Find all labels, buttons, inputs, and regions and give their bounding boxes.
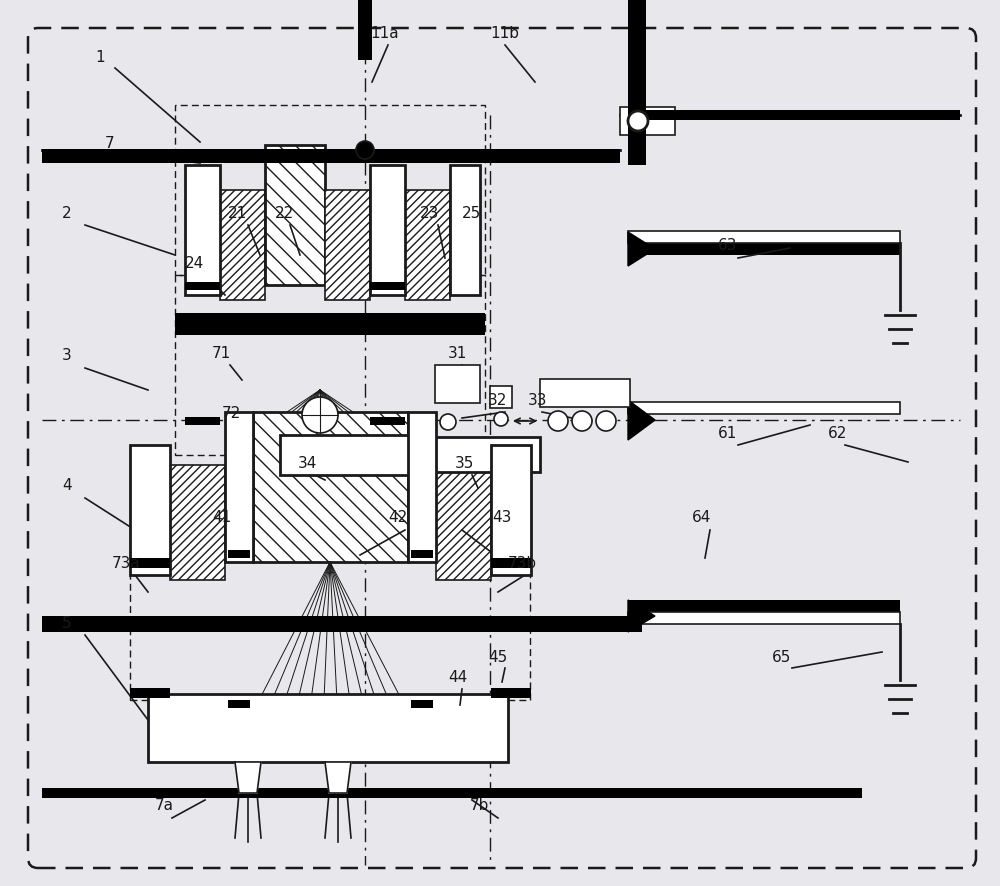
Polygon shape xyxy=(628,600,655,632)
Bar xyxy=(42,616,642,632)
Text: 45: 45 xyxy=(488,650,507,665)
Bar xyxy=(491,688,531,698)
Bar xyxy=(220,190,265,300)
Text: 7b: 7b xyxy=(470,798,489,813)
Bar xyxy=(185,282,220,290)
Circle shape xyxy=(596,411,616,431)
Bar xyxy=(130,525,530,700)
Polygon shape xyxy=(235,762,261,793)
Bar xyxy=(185,165,220,295)
Text: 41: 41 xyxy=(212,510,231,525)
Text: 63: 63 xyxy=(718,238,738,253)
Circle shape xyxy=(572,411,592,431)
Text: 72: 72 xyxy=(222,406,241,421)
Text: 42: 42 xyxy=(388,510,407,525)
Text: 43: 43 xyxy=(492,510,511,525)
Bar xyxy=(130,445,170,575)
Bar xyxy=(42,149,620,163)
Text: 73a: 73a xyxy=(112,556,141,571)
Bar xyxy=(175,313,485,335)
Text: 62: 62 xyxy=(828,426,847,441)
Circle shape xyxy=(494,412,508,426)
Text: 64: 64 xyxy=(692,510,711,525)
Circle shape xyxy=(628,111,648,131)
Polygon shape xyxy=(628,400,655,440)
Bar xyxy=(42,788,862,798)
Bar xyxy=(325,190,370,300)
Bar xyxy=(185,417,220,425)
Bar xyxy=(411,550,433,558)
Bar xyxy=(265,145,325,285)
Circle shape xyxy=(302,397,338,433)
Circle shape xyxy=(356,141,374,159)
Text: 61: 61 xyxy=(718,426,737,441)
Text: 1: 1 xyxy=(95,50,105,65)
Bar xyxy=(436,465,491,580)
Bar xyxy=(435,365,480,403)
Text: 35: 35 xyxy=(455,456,474,471)
Bar xyxy=(148,694,508,762)
Bar xyxy=(370,165,405,295)
Bar xyxy=(490,386,512,408)
Bar xyxy=(280,435,435,475)
Bar xyxy=(540,379,630,407)
Text: 5: 5 xyxy=(62,616,72,631)
Bar xyxy=(640,110,960,120)
Bar xyxy=(628,0,646,165)
Bar xyxy=(405,190,450,300)
Bar xyxy=(130,558,170,568)
Text: 25: 25 xyxy=(462,206,481,221)
Bar xyxy=(628,402,900,414)
Bar xyxy=(370,282,405,290)
Bar xyxy=(253,412,408,562)
Text: 2: 2 xyxy=(62,206,72,221)
Text: 23: 23 xyxy=(420,206,439,221)
Text: 11a: 11a xyxy=(370,26,399,41)
Bar xyxy=(491,558,531,568)
Bar xyxy=(411,700,433,708)
Polygon shape xyxy=(325,762,351,793)
Text: 31: 31 xyxy=(448,346,467,361)
Circle shape xyxy=(548,411,568,431)
Text: 24: 24 xyxy=(185,256,204,271)
Text: 3: 3 xyxy=(62,348,72,363)
Bar xyxy=(450,165,480,295)
Text: 11b: 11b xyxy=(490,26,519,41)
Bar xyxy=(358,0,372,60)
Bar xyxy=(228,700,250,708)
Bar xyxy=(628,231,900,243)
Bar xyxy=(130,688,170,698)
Text: 32: 32 xyxy=(488,393,507,408)
Bar xyxy=(370,417,405,425)
Bar xyxy=(175,275,485,455)
Text: 7a: 7a xyxy=(155,798,174,813)
Bar xyxy=(425,437,540,472)
Bar xyxy=(228,550,250,558)
Bar xyxy=(491,445,531,575)
Text: 73b: 73b xyxy=(508,556,537,571)
Bar xyxy=(225,412,253,562)
Bar xyxy=(628,243,900,255)
Bar xyxy=(408,412,436,562)
Text: 44: 44 xyxy=(448,670,467,685)
Polygon shape xyxy=(628,232,655,266)
Text: 7: 7 xyxy=(105,136,115,151)
Bar xyxy=(620,107,675,135)
Bar xyxy=(628,612,900,624)
Bar xyxy=(170,465,225,580)
Text: 34: 34 xyxy=(298,456,317,471)
Bar xyxy=(628,600,900,612)
Circle shape xyxy=(440,414,456,430)
Text: 4: 4 xyxy=(62,478,72,493)
Text: 71: 71 xyxy=(212,346,231,361)
Text: 21: 21 xyxy=(228,206,247,221)
Text: 65: 65 xyxy=(772,650,791,665)
Text: 22: 22 xyxy=(275,206,294,221)
Bar xyxy=(175,105,485,275)
Text: 33: 33 xyxy=(528,393,548,408)
